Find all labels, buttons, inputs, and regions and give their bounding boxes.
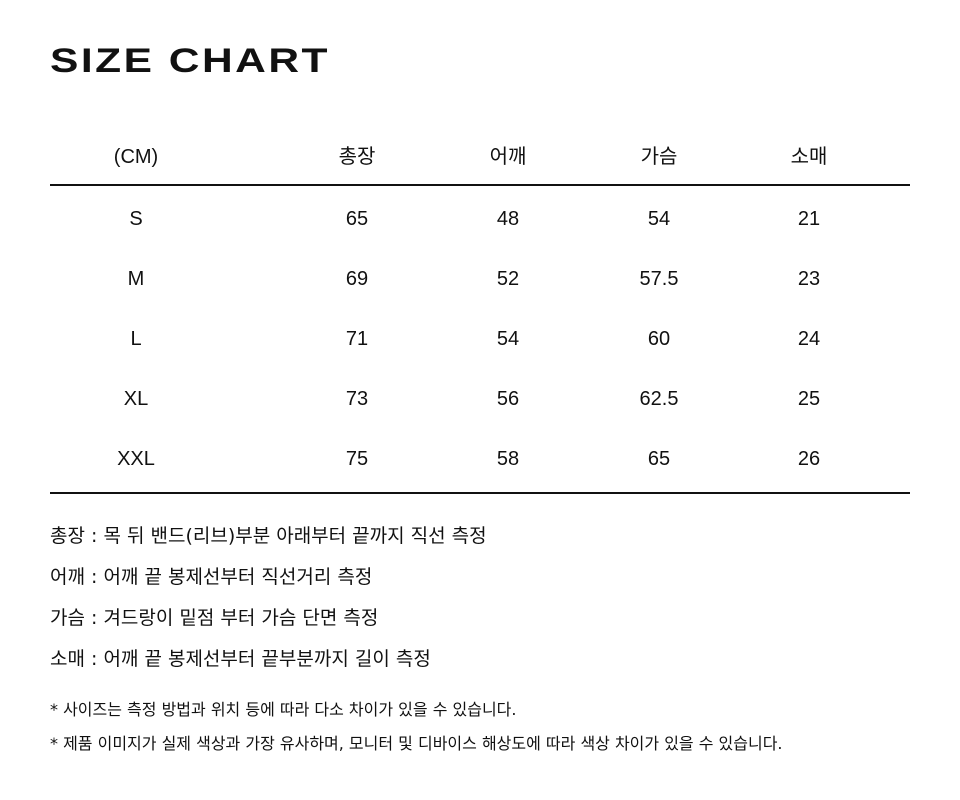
note: 가슴 : 겨드랑이 밑점 부터 가슴 단면 측정 [50,607,379,629]
table-cell: 71 [345,328,369,350]
table-cell: 26 [797,448,821,470]
table-cell: 24 [797,328,821,350]
column-header: 어깨 [489,146,527,168]
size-label: M [127,268,145,290]
size-label: S [129,208,143,230]
table-cell: 52 [496,268,520,290]
table-cell: 62.5 [639,388,679,410]
table-cell: 23 [797,268,821,290]
column-header: (CM) [113,146,159,168]
table-cell: 75 [345,448,369,470]
table-cell: 69 [345,268,369,290]
table-cell: 25 [797,388,821,410]
table-cell: 65 [345,208,369,230]
column-header: 소매 [790,146,828,168]
note: 어깨 : 어깨 끝 봉제선부터 직선거리 측정 [50,566,373,588]
size-label: L [130,328,142,350]
table-cell: 48 [496,208,520,230]
bottom-rule [50,492,910,494]
disclaimer: * 제품 이미지가 실제 색상과 가장 유사하며, 모니터 및 디바이스 해상도… [50,734,783,753]
table-cell: 57.5 [639,268,679,290]
table-cell: 21 [797,208,821,230]
size-label: XL [123,388,149,410]
column-header: 총장 [338,146,376,168]
title: SIZE CHART [50,42,330,80]
note: 소매 : 어깨 끝 봉제선부터 끝부분까지 길이 측정 [50,648,431,670]
disclaimer: * 사이즈는 측정 방법과 위치 등에 따라 다소 차이가 있을 수 있습니다. [50,700,517,719]
note: 총장 : 목 뒤 밴드(리브)부분 아래부터 끝까지 직선 측정 [50,525,487,547]
column-header: 가슴 [640,146,678,168]
table-cell: 60 [647,328,671,350]
table-cell: 54 [496,328,520,350]
size-label: XXL [117,448,155,470]
table-cell: 65 [647,448,671,470]
table-cell: 56 [496,388,520,410]
table-cell: 58 [496,448,520,470]
table-cell: 73 [345,388,369,410]
header-rule [50,184,910,186]
table-cell: 54 [647,208,671,230]
